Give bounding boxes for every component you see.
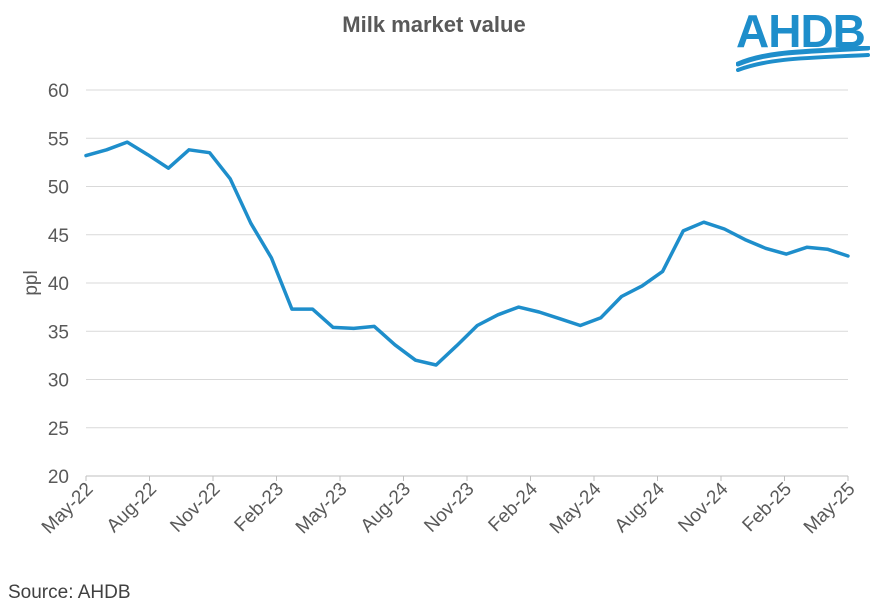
x-tick-label: May-25	[800, 479, 860, 539]
x-tick-label: Aug-23	[357, 479, 415, 537]
x-tick-label: Nov-22	[166, 479, 224, 537]
y-axis-label: ppl	[21, 270, 42, 295]
y-tick-label: 50	[48, 178, 69, 199]
x-tick-label: Nov-24	[674, 478, 732, 536]
data-points	[85, 141, 850, 367]
y-tick-label: 40	[48, 274, 69, 295]
y-axis-ticks: 20 25 30 35 40 45 50 55 60	[48, 81, 69, 488]
y-tick-label: 30	[48, 371, 69, 392]
gridlines	[86, 89, 848, 429]
y-tick-label: 35	[48, 322, 69, 343]
x-axis-tick-marks	[85, 476, 849, 481]
y-tick-label: 25	[48, 419, 69, 440]
x-tick-label: May-23	[292, 479, 352, 539]
x-tick-label: Aug-24	[611, 478, 669, 536]
x-tick-label: Nov-23	[420, 479, 478, 537]
y-tick-label: 60	[48, 81, 69, 102]
source-note: Source: AHDB	[8, 582, 131, 603]
ahdb-logo: AHDB	[736, 6, 870, 72]
x-axis-ticks: May-22 Aug-22 Nov-22 Feb-23 May-23 Aug-23 Nov-…	[38, 478, 860, 538]
x-tick-label: May-24	[546, 478, 606, 538]
y-tick-label: 45	[48, 226, 69, 247]
chart-title: Milk market value	[342, 12, 526, 37]
x-tick-label: Aug-22	[103, 479, 161, 537]
x-tick-label: Feb-24	[485, 478, 543, 536]
x-tick-label: Feb-23	[231, 479, 288, 536]
y-tick-label: 55	[48, 129, 69, 150]
y-tick-label: 20	[48, 467, 69, 488]
series-line-milk-market-value	[84, 140, 850, 367]
x-tick-label: Feb-25	[739, 479, 796, 536]
wave-icon	[736, 46, 870, 72]
